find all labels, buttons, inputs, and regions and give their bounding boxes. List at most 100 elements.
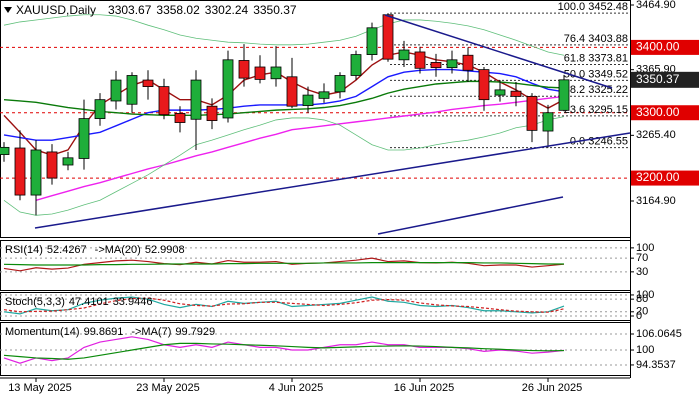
level-box [631,170,699,186]
x-tick-label: 23 May 2025 [136,382,200,394]
indicator-value: 52.4267 [47,244,87,256]
candle-body [78,118,90,159]
indicator-value: 47.4101 [69,296,109,308]
ohlc-value: 3350.37 [253,3,297,17]
candle-body [334,75,346,93]
level-box [631,105,699,121]
indicator-line [35,95,565,201]
y-tick-label: 100 [636,242,654,254]
candle-body [558,79,570,111]
candle-body [446,59,458,69]
candle-body [94,99,106,120]
fib-label: 61.8 3373.81 [564,52,628,64]
fib-label: 100.0 3452.48 [558,1,628,13]
candle-body [526,96,538,131]
indicator-value: 33.9446 [113,296,153,308]
trendline [384,14,613,89]
x-tick-label: 16 Jun 2025 [394,382,455,394]
candle-body [222,59,234,119]
candle-body [254,66,266,80]
candle-body [510,90,522,97]
indicator-line [3,262,565,266]
indicator-name: RSI(14) [5,244,43,256]
y-tick-label: 3464.90 [636,0,676,11]
candle-body [126,75,138,105]
indicator-value: 99.8691 [84,326,124,338]
candle-body [286,76,298,107]
candle-body [238,60,250,79]
fib-label: 76.4 3403.88 [564,33,628,45]
candle-body [46,151,58,179]
trendline [377,196,564,235]
candle-body [350,54,362,76]
x-tick-label: 4 Jun 2025 [269,382,323,394]
level-label: 3200.00 [636,170,680,184]
indicator-header: Momentum(14) 99.8691 ->MA(7) 99.7929 [5,326,215,338]
y-tick-label: 0 [636,310,642,322]
indicator-line [3,296,565,315]
level-label: 3400.00 [636,40,680,54]
indicator-line [3,116,565,216]
candle-body [462,54,474,71]
y-tick-label: 94.3537 [636,359,676,371]
indicator-line [3,342,565,360]
chart-header: XAUUSD,Daily 3303.67 3358.02 3302.24 3350.37 [16,3,297,17]
y-tick-label: 30 [636,266,648,278]
candle-body [398,49,410,61]
candle-body [494,89,506,96]
y-tick-label: 106.0645 [636,328,682,340]
indicator-header: Stoch(5,3,3) 47.4101 33.9446 [5,296,152,308]
candle-body [414,51,426,69]
indicator-value: 52.9908 [145,244,185,256]
fib-label: 23.6 3295.15 [564,104,628,116]
indicator-line [3,14,565,56]
candle-body [318,91,330,99]
indicator-name: Stoch(5,3,3) [5,296,65,308]
indicator-name: ->MA(20) [95,244,141,256]
last-price-box [631,71,699,88]
ohlc-value: 3358.02 [156,3,200,17]
y-tick-label: 80 [636,293,648,305]
candle-body [430,62,442,69]
level-box [631,39,699,55]
candle-body [206,105,218,121]
trendline [34,132,631,229]
level-label: 3300.00 [636,105,680,119]
candle-body [0,146,10,155]
last-price-label: 3350.37 [636,72,680,86]
indicator-value: 99.7929 [175,326,215,338]
indicator-header: RSI(14) 52.4267 ->MA(20) 52.9908 [5,244,185,256]
y-tick-label: 100 [636,289,654,301]
y-tick-label: 20 [636,306,648,318]
candle-body [302,94,314,106]
header-icon [4,7,12,13]
y-tick-label: 3164.90 [636,195,676,207]
y-tick-label: 3265.40 [636,129,676,141]
fib-label: 50.0 3349.52 [564,68,628,80]
candle-body [382,14,394,60]
x-tick-label: 13 May 2025 [8,382,72,394]
candle-body [190,79,202,120]
ohlc-value: 3303.67 [108,3,152,17]
ohlc-value: 3302.24 [205,3,249,17]
candle-body [158,86,170,116]
candle-body [30,149,42,196]
candle-body [14,147,26,196]
indicator-name: ->MA(7) [131,326,171,338]
y-tick-label: 70 [636,252,648,264]
candle-body [110,79,122,102]
fib-label: 38.2 3325.22 [564,84,628,96]
indicator-line [3,68,565,141]
fib-label: 0.0 3246.55 [570,136,628,148]
indicator-line [3,297,565,313]
candle-body [542,112,554,132]
indicator-line [3,336,565,364]
candle-body [366,27,378,55]
candle-body [478,69,490,101]
candle-body [62,157,74,166]
candle-body [270,66,282,80]
chart-title: XAUUSD,Daily [16,3,96,17]
x-tick-label: 26 Jun 2025 [522,382,583,394]
